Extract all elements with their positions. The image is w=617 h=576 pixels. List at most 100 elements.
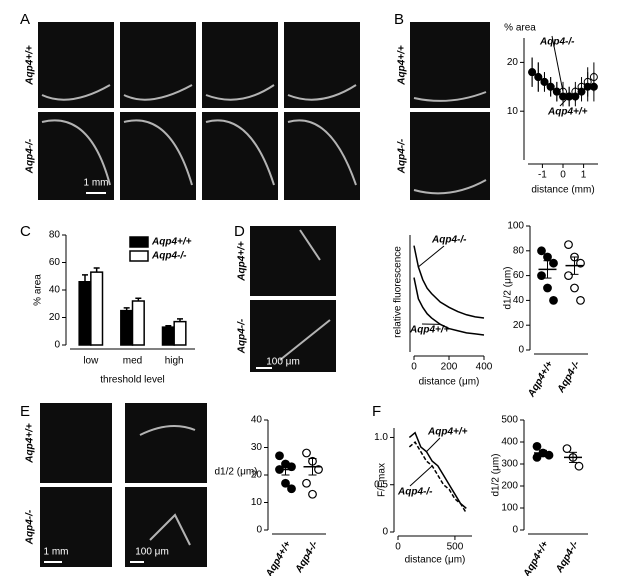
series-label: Aqp4-/-	[431, 235, 467, 246]
series-line	[408, 431, 467, 509]
series-label: Aqp4-/-	[539, 37, 575, 48]
image	[202, 112, 278, 200]
bar	[161, 326, 175, 346]
data-point	[287, 462, 296, 472]
data-point	[562, 444, 572, 454]
y-tick-label: 1.0	[374, 432, 388, 443]
data-point	[543, 252, 552, 262]
scale-label: 1 mm	[44, 547, 69, 558]
x-tick-label: Aqp4+/+	[264, 539, 294, 576]
x-tick-label: -1	[538, 170, 547, 181]
image	[250, 300, 336, 372]
x-axis-label: distance (μm)	[419, 377, 480, 388]
y-tick-label: 0	[518, 345, 524, 356]
x-tick-label: 200	[441, 362, 458, 373]
image	[120, 112, 196, 200]
label-leader	[418, 245, 445, 268]
series-line	[413, 245, 485, 319]
series-label: Aqp4+/+	[427, 427, 468, 438]
images	[38, 22, 490, 567]
x-tick-label: Aqp4-/-	[555, 359, 583, 396]
data-point	[537, 271, 546, 281]
image	[38, 22, 114, 108]
image	[250, 226, 336, 296]
legend-swatch	[129, 236, 149, 248]
y-axis-label: relative fluorescence	[393, 246, 404, 338]
x-tick-label: high	[165, 356, 184, 367]
series-label: Aqp4+/+	[547, 107, 588, 118]
marker	[589, 82, 598, 91]
image	[284, 112, 360, 200]
image-label: Aqp4-/-	[237, 318, 248, 354]
label-leader	[559, 96, 570, 107]
data-point	[549, 258, 558, 268]
x-tick-label: low	[83, 356, 99, 367]
y-tick-label: 80	[49, 230, 61, 241]
image	[120, 22, 196, 108]
x-tick-label: 400	[476, 362, 493, 373]
y-tick-label: 20	[251, 470, 263, 481]
bar	[78, 281, 92, 346]
label-leader	[551, 35, 564, 92]
bar	[131, 300, 145, 346]
x-tick-label: Aqp4+/+	[526, 359, 556, 400]
x-tick-label: Aqp4-/-	[554, 539, 582, 576]
image-label: Aqp4-/-	[25, 509, 36, 545]
label-leader	[409, 465, 433, 487]
series-line	[408, 441, 467, 514]
image	[125, 403, 207, 483]
x-tick-label: 0	[560, 170, 566, 181]
data-point	[570, 283, 579, 293]
image	[410, 22, 490, 108]
x-axis-label: distance (μm)	[405, 555, 466, 566]
data-point	[543, 283, 552, 293]
y-tick-label: 40	[251, 415, 263, 426]
scale-label: 100 μm	[266, 357, 300, 368]
y-tick-label: 20	[49, 312, 61, 323]
image	[284, 22, 360, 108]
tissue-edge	[41, 84, 357, 101]
y-tick-label: 0	[382, 527, 388, 538]
x-axis-label: distance (mm)	[531, 185, 594, 196]
image	[202, 22, 278, 108]
panel-label: F	[372, 403, 381, 420]
marker	[540, 77, 549, 86]
image	[40, 403, 112, 483]
vessel	[279, 229, 331, 361]
legend-swatch	[129, 250, 149, 262]
image	[40, 487, 112, 567]
y-axis-label: d1/2 (μm)	[215, 467, 258, 478]
data-point	[281, 478, 290, 488]
image	[410, 112, 490, 200]
data-point	[564, 240, 573, 250]
data-point	[574, 461, 584, 471]
marker	[546, 82, 555, 91]
y-tick-label: 0	[54, 340, 60, 351]
panel-label: A	[20, 11, 30, 28]
y-axis-label: % area	[33, 274, 44, 306]
y-tick-label: 20	[513, 320, 525, 331]
y-tick-label: 60	[513, 270, 525, 281]
series-label: Aqp4-/-	[397, 487, 433, 498]
data-point	[549, 296, 558, 305]
panel-label: C	[20, 223, 31, 240]
vessel	[139, 425, 196, 546]
y-tick-label: 60	[49, 257, 61, 268]
bar	[90, 271, 104, 346]
image-label: Aqp4+/+	[25, 423, 36, 464]
tissue-edge	[413, 91, 487, 195]
marker	[534, 73, 543, 82]
data-point	[314, 465, 323, 474]
y-axis-label: % area	[504, 23, 536, 34]
data-point	[302, 478, 311, 488]
legend-label: Aqp4+/+	[151, 237, 192, 248]
data-point	[287, 484, 296, 494]
y-tick-label: 500	[501, 415, 518, 426]
x-tick-label: 500	[447, 542, 464, 553]
y-tick-label: 100	[501, 503, 518, 514]
y-tick-label: 0.5	[374, 479, 388, 490]
y-tick-label: 10	[251, 497, 263, 508]
data-point	[532, 442, 542, 451]
x-axis-label: threshold level	[100, 375, 164, 386]
